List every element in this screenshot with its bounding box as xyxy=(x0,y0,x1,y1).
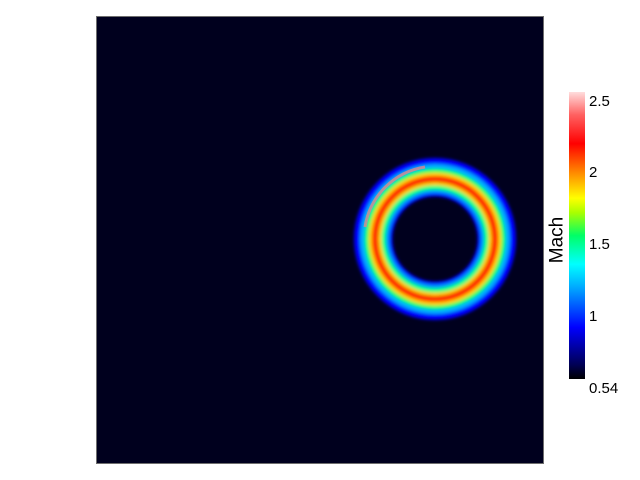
colorbar-tick-label: 1.5 xyxy=(589,236,610,253)
render-view[interactable] xyxy=(96,16,544,464)
colorbar-tick-label: 1 xyxy=(589,308,598,325)
ring-highlight xyxy=(363,165,426,228)
colorbar-title: Mach xyxy=(546,216,568,264)
colorbar-tick-label: 2.5 xyxy=(589,93,610,110)
colorbar-tick-label: 0.54 xyxy=(589,380,619,397)
ring-feature xyxy=(354,158,516,320)
colorbar-tick-label: 2 xyxy=(589,164,598,181)
colorbar xyxy=(569,92,585,379)
mach-field-plot xyxy=(354,158,516,320)
